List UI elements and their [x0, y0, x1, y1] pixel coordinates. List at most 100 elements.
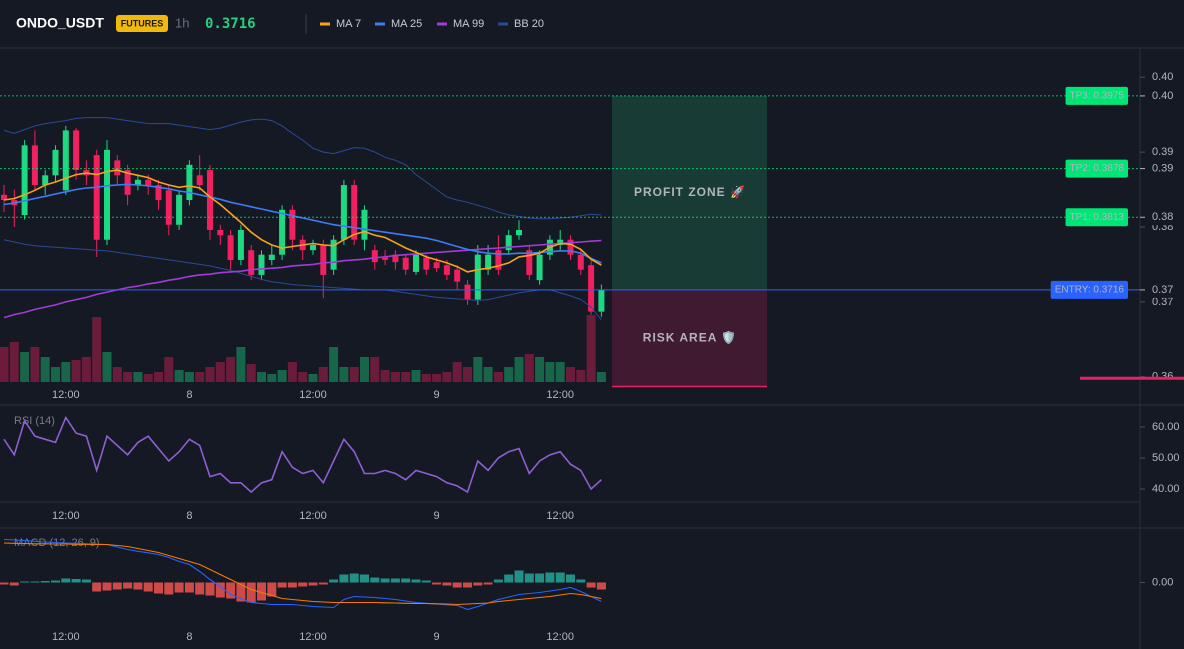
volume-bar: [401, 372, 411, 382]
level-label: TP3: 0.3975: [1070, 91, 1125, 102]
volume-bar: [164, 357, 174, 382]
histogram-bar: [380, 578, 390, 583]
histogram-bar: [390, 578, 400, 583]
candle-body: [577, 254, 584, 270]
y-tick-label: 0.39: [1152, 146, 1173, 158]
x-tick-label: 12:00: [299, 389, 327, 401]
candle-body: [423, 257, 430, 270]
level-label-bg: [1065, 86, 1128, 105]
histogram-bar: [236, 582, 246, 602]
x-tick-label: 12:00: [299, 631, 327, 643]
candle-body: [598, 289, 605, 312]
legend-label: MA 99: [453, 18, 484, 30]
volume-bar: [92, 317, 102, 382]
badge-bg: [116, 15, 168, 32]
candle-body: [443, 265, 450, 275]
candle-body: [165, 190, 172, 225]
level-axis-label: 0.37: [1152, 284, 1173, 296]
histogram-bar: [586, 582, 596, 588]
volume-bar: [421, 374, 431, 382]
volume-bar: [215, 362, 225, 382]
candle-body: [279, 209, 286, 255]
volume-bar: [380, 370, 390, 382]
candle-body: [588, 265, 595, 312]
x-tick-label: 12:00: [52, 631, 80, 643]
volume-bar: [308, 374, 318, 382]
zone-label: RISK AREA 🛡️: [643, 330, 737, 344]
candle-body: [31, 145, 38, 186]
volume-bar: [349, 367, 359, 382]
histogram-bar: [51, 580, 60, 583]
histogram-bar: [30, 581, 40, 583]
histogram-bar: [360, 574, 369, 583]
candle-body: [485, 254, 492, 270]
indicator-line: [3, 169, 602, 273]
candle-body: [526, 250, 533, 275]
level-axis-label: 0.39: [1152, 162, 1173, 174]
volume-bar: [535, 357, 545, 382]
volume-bar: [360, 357, 369, 382]
x-tick-label: 8: [186, 510, 192, 522]
volume-bar: [0, 347, 9, 382]
histogram-bar: [421, 580, 431, 583]
histogram-bar: [298, 582, 308, 587]
volume-bar: [71, 360, 81, 382]
level-label: TP1: 0.3813: [1070, 212, 1125, 223]
candle-body: [536, 254, 543, 281]
symbol: ONDO_USDT: [16, 15, 104, 31]
histogram-bar: [524, 573, 534, 583]
last-price: 0.3716: [205, 16, 256, 32]
candle-body: [371, 250, 378, 263]
volume-bar: [257, 372, 266, 382]
volume-bar: [545, 362, 555, 382]
histogram-bar: [411, 579, 421, 583]
histogram-bar: [257, 582, 266, 601]
indicator-line: [3, 183, 602, 264]
y-tick-label: 40.00: [1152, 483, 1180, 495]
histogram-bar: [349, 573, 359, 583]
badge: FUTURES: [121, 18, 164, 28]
y-tick-label: 0.00: [1152, 576, 1173, 588]
x-tick-label: 9: [434, 631, 440, 643]
volume-bar: [40, 357, 50, 382]
volume-bar: [81, 357, 91, 382]
zone: [612, 95, 767, 290]
candle-body: [361, 209, 368, 240]
volume-bar: [442, 372, 452, 382]
level-label-bg: [1065, 208, 1128, 227]
volume-bar: [184, 372, 194, 382]
macd-line: [3, 542, 602, 606]
histogram-bar: [463, 582, 472, 588]
volume-bar: [102, 352, 112, 382]
candle-body: [21, 145, 28, 215]
volume-bar: [339, 367, 349, 382]
level-label: TP2: 0.3878: [1070, 163, 1125, 174]
candle-body: [104, 149, 110, 240]
candle-body: [155, 185, 162, 201]
volume-bar: [524, 354, 534, 382]
candle-body: [93, 155, 100, 240]
x-tick-label: 8: [186, 389, 192, 401]
histogram-bar: [164, 582, 174, 595]
histogram-bar: [154, 582, 163, 594]
volume-bar: [9, 342, 19, 382]
candle-body: [186, 164, 193, 201]
candle-body: [268, 254, 275, 260]
candle-body: [176, 194, 183, 225]
volume-bar: [195, 372, 205, 382]
x-tick-label: 12:00: [546, 389, 574, 401]
histogram-bar: [576, 579, 586, 583]
histogram-bar: [40, 581, 50, 583]
histogram-bar: [514, 570, 524, 583]
level-label: ENTRY: 0.3716: [1055, 285, 1125, 296]
candle-body: [320, 244, 327, 275]
candle-body: [248, 250, 255, 275]
histogram-bar: [143, 582, 153, 592]
candle-body: [289, 209, 296, 240]
candle-body: [310, 244, 316, 251]
histogram-bar: [102, 582, 112, 591]
candle-body: [42, 175, 49, 186]
level-axis-label: 0.40: [1152, 90, 1173, 102]
histogram-bar: [401, 578, 411, 583]
